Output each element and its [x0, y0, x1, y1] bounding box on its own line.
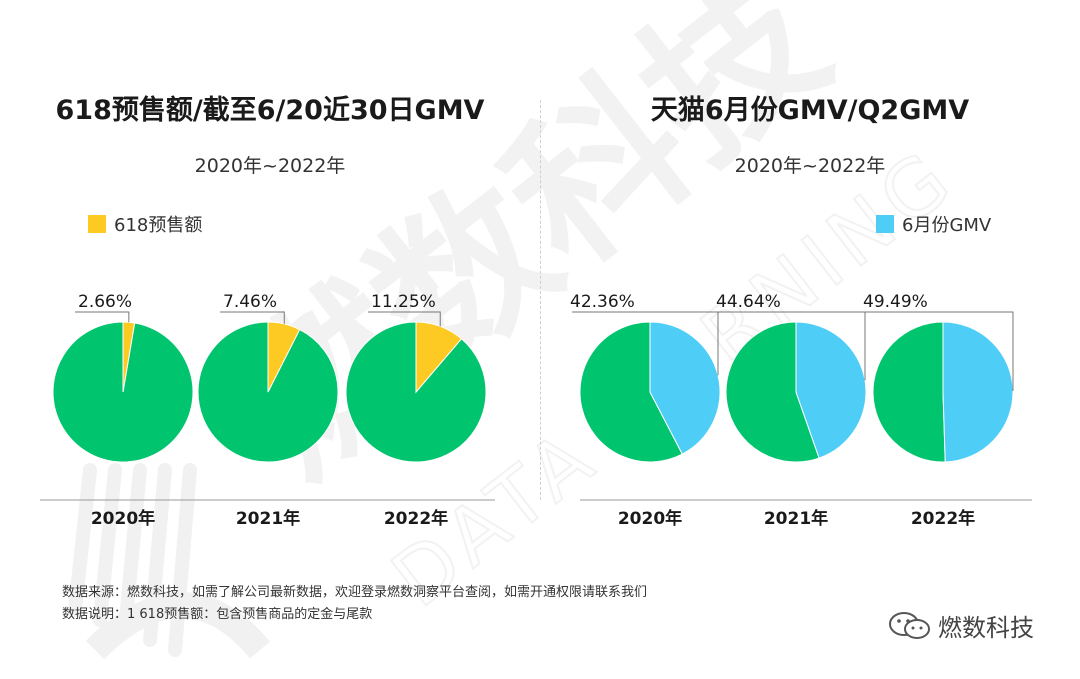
left-leader-line-1	[75, 311, 130, 323]
left-pie-slice-2	[267, 321, 301, 393]
left-legend-label: 618预售额	[114, 215, 203, 236]
logo-text: 燃数科技	[938, 614, 1034, 642]
left-leader-line-2	[220, 311, 285, 324]
right-pie-slice-3	[942, 321, 1014, 463]
brand-logo: 燃数科技	[888, 608, 1034, 643]
right-pie-remainder-1	[579, 321, 684, 463]
right-legend: 6月份GMV	[876, 211, 991, 237]
right-chart-title: 天猫6月份GMV/Q2GMV	[650, 95, 970, 126]
left-category-label-3: 2022年	[384, 508, 448, 529]
data-explanation-note: 数据说明：1 618预售额：包含预售商品的定金与尾款	[62, 607, 373, 622]
right-pie-slice-2	[795, 321, 867, 459]
left-value-label-3: 11.25%	[371, 292, 436, 312]
wechat-icon	[889, 611, 930, 639]
right-pie-remainder-3	[872, 321, 946, 463]
right-value-label-2: 44.64%	[716, 292, 781, 312]
panel-divider	[540, 100, 541, 500]
left-value-label-1: 2.66%	[78, 292, 132, 312]
right-value-label-3: 49.49%	[863, 292, 928, 312]
left-legend-swatch	[88, 215, 106, 233]
right-legend-label: 6月份GMV	[902, 215, 992, 236]
right-leader-line-1	[572, 311, 719, 376]
right-category-label-3: 2022年	[911, 508, 975, 529]
right-chart-subtitle: 2020年~2022年	[734, 155, 886, 177]
left-leader-line-3	[368, 311, 441, 327]
right-category-label-2: 2021年	[764, 508, 828, 529]
left-chart-title: 618预售额/截至6/20近30日GMV	[55, 95, 485, 126]
left-category-label-2: 2021年	[236, 508, 300, 529]
footnotes: 数据来源：燃数科技，如需了解公司最新数据，欢迎登录燃数洞察平台查阅，如需开通权限…	[62, 582, 647, 626]
right-value-label-1: 42.36%	[570, 292, 635, 312]
left-pie-slice-3	[415, 321, 463, 394]
right-category-label-1: 2020年	[618, 508, 682, 529]
left-value-label-2: 7.46%	[223, 292, 277, 312]
left-category-label-1: 2020年	[91, 508, 155, 529]
data-source-note: 数据来源：燃数科技，如需了解公司最新数据，欢迎登录燃数洞察平台查阅，如需开通权限…	[62, 585, 648, 600]
right-pie-slice-1	[649, 321, 721, 455]
left-legend: 618预售额	[88, 211, 202, 237]
right-leader-line-3	[865, 311, 1014, 391]
left-chart-subtitle: 2020年~2022年	[194, 155, 346, 177]
right-legend-swatch	[876, 215, 894, 233]
